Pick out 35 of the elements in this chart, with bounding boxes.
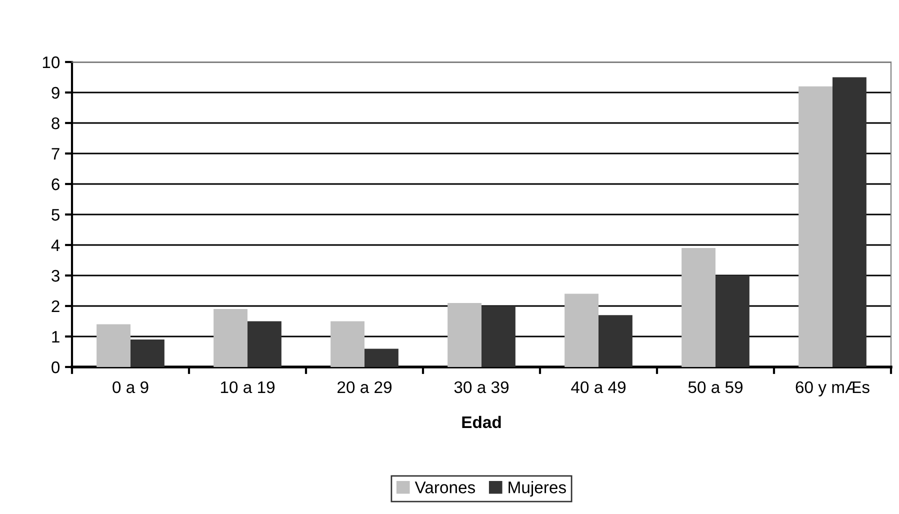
bar — [564, 294, 598, 367]
bar — [330, 321, 364, 367]
x-tick-label: 50 a 59 — [688, 381, 743, 394]
x-axis-title: Edad — [462, 416, 501, 428]
y-tick-label: 0 — [52, 361, 60, 374]
legend-label: Varones — [414, 482, 476, 494]
bar — [214, 309, 248, 367]
y-tick-label: 7 — [52, 148, 60, 160]
bar — [682, 248, 716, 367]
legend-label: Mujeres — [508, 481, 566, 497]
bar — [832, 77, 866, 367]
y-tick-label: 4 — [51, 240, 60, 252]
x-tick-label: 30 a 39 — [454, 381, 509, 394]
y-tick-label: 1 — [52, 331, 60, 343]
bar — [482, 306, 516, 367]
y-tick-label: 6 — [52, 178, 60, 190]
x-tick-label: 0 a 9 — [112, 381, 148, 394]
bar — [248, 321, 282, 367]
y-tick-label: 10 — [42, 56, 60, 68]
x-tick-label: 10 a 19 — [220, 381, 275, 394]
bar — [364, 348, 398, 367]
bar — [716, 276, 750, 367]
bar — [448, 302, 482, 367]
y-tick-label: 9 — [52, 86, 60, 99]
bar — [96, 324, 130, 367]
bar — [130, 340, 164, 367]
y-tick-label: 5 — [52, 209, 60, 221]
x-tick-label: 60 y mÆs — [796, 381, 870, 396]
x-tick-label: 40 a 49 — [571, 381, 626, 394]
y-tick-label: 8 — [52, 117, 60, 130]
y-tick-label: 3 — [52, 270, 60, 282]
y-tick-label: 2 — [52, 300, 60, 312]
bar — [598, 315, 632, 367]
bar — [798, 86, 832, 367]
x-tick-label: 20 a 29 — [338, 381, 392, 394]
